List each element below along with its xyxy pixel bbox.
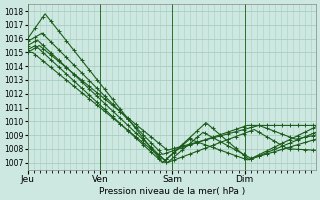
X-axis label: Pression niveau de la mer( hPa ): Pression niveau de la mer( hPa ) bbox=[99, 187, 245, 196]
